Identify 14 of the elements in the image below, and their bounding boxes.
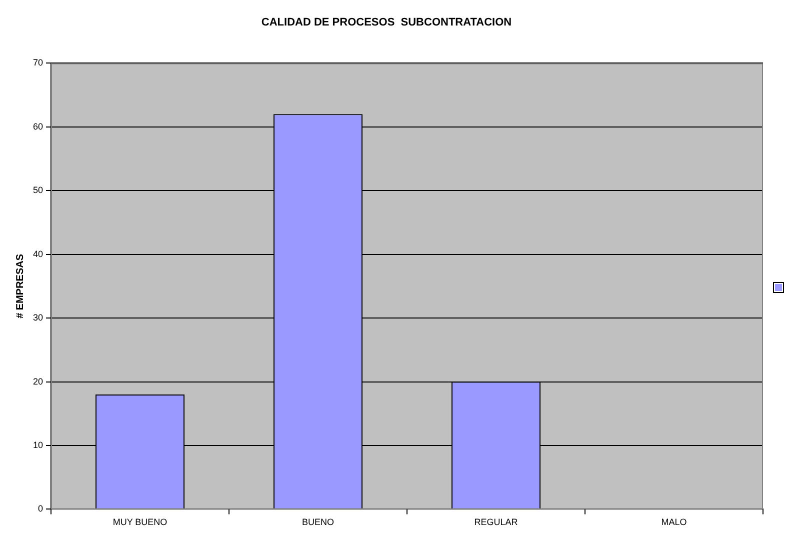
y-tick-label: 50	[32, 185, 44, 196]
y-tick-label: 60	[32, 121, 44, 132]
y-tick-label: 10	[32, 440, 44, 450]
x-tick-label: BUENO	[302, 517, 334, 528]
x-tick-label: MALO	[661, 517, 687, 528]
y-tick-label: 0	[38, 504, 44, 514]
y-tick-label: 70	[32, 58, 44, 68]
y-tick-label: 40	[32, 248, 44, 259]
x-tick-label: MUY BUENO	[112, 517, 168, 528]
y-tick-label: 20	[32, 376, 44, 386]
chart-title: CALIDAD DE PROCESOS SUBCONTRATACION	[261, 16, 512, 29]
y-tick-label: 30	[32, 312, 44, 323]
y-axis-title: # EMPRESAS	[14, 254, 26, 318]
x-tick-label: REGULAR	[474, 517, 518, 528]
